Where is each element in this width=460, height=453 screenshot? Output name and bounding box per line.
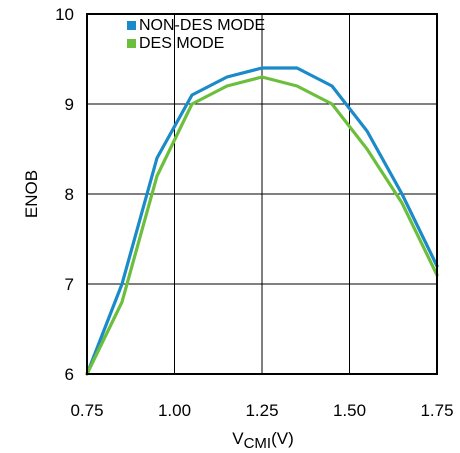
legend-label: DES MODE: [139, 35, 224, 52]
x-tick-label: 1.75: [420, 401, 453, 420]
x-tick-label: 1.00: [158, 401, 191, 420]
x-axis-label: VCMI(V): [232, 429, 294, 452]
x-tick-label: 0.75: [70, 401, 103, 420]
x-axis-label-main: V: [232, 429, 244, 448]
x-axis-label-subscript: CMI: [244, 435, 272, 452]
series-line-non-des-mode: [85, 66, 439, 376]
legend-label: NON-DES MODE: [139, 17, 265, 34]
plot-frame: [86, 13, 438, 375]
y-tick-label: 7: [65, 275, 74, 294]
x-tick-labels: 0.75 1.00 1.25 1.50 1.75: [70, 401, 453, 420]
y-tick-label: 8: [65, 185, 74, 204]
y-tick-label: 9: [65, 95, 74, 114]
x-tick-label: 1.25: [245, 401, 278, 420]
series-lines: [85, 66, 439, 376]
legend-swatch: [127, 21, 136, 30]
y-tick-label: 10: [55, 5, 74, 24]
y-tick-label: 6: [65, 365, 74, 384]
x-tick-label: 1.50: [333, 401, 366, 420]
y-tick-labels: 6 7 8 9 10: [55, 5, 74, 384]
x-axis-label-unit: (V): [271, 429, 294, 448]
legend-swatch: [127, 39, 136, 48]
series-line-des-mode: [85, 75, 439, 376]
y-axis-label: ENOB: [22, 170, 41, 218]
